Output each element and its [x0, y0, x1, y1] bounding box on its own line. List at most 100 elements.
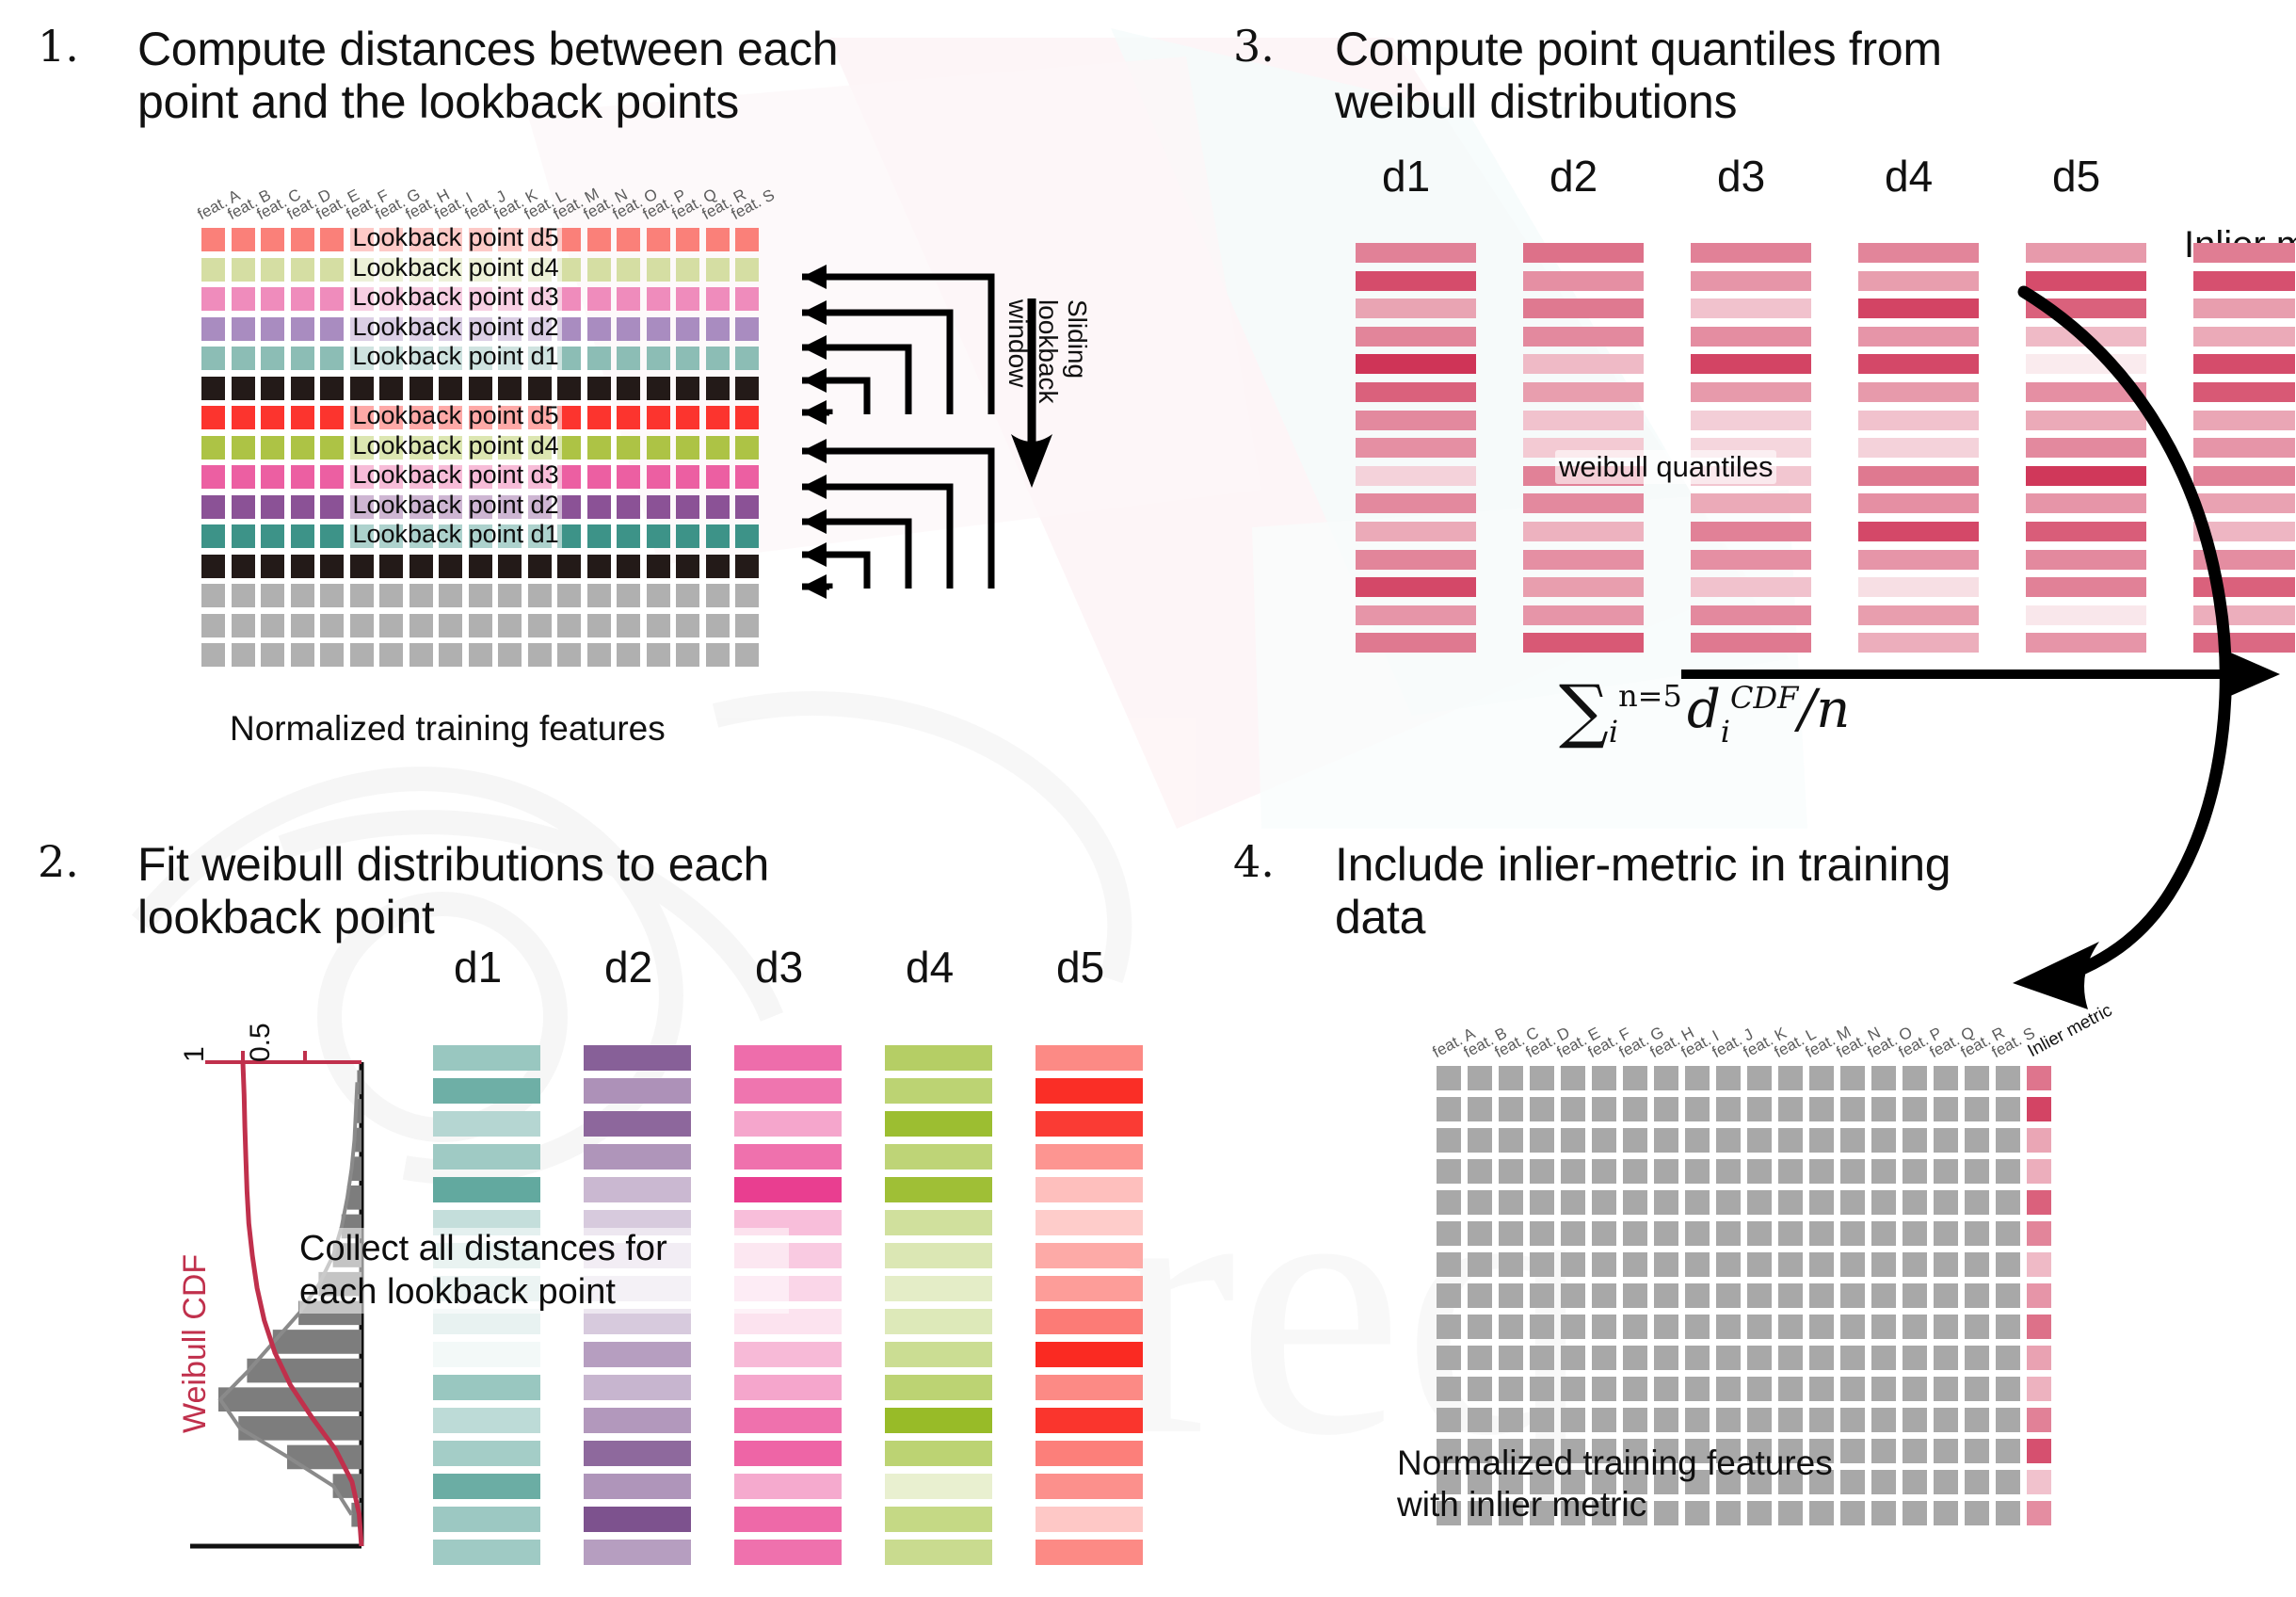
distance-cell: [433, 1375, 540, 1400]
feature-cell: [1778, 1346, 1803, 1370]
quantile-cell: [1858, 270, 1979, 291]
feature-cell: [290, 643, 314, 667]
feature-cell: [1747, 1221, 1772, 1246]
feature-cell: [1934, 1252, 1958, 1277]
feature-cell: [586, 257, 611, 282]
distance-cell: [885, 1243, 992, 1268]
feature-cell: [1996, 1501, 2020, 1525]
feature-cell: [527, 584, 552, 607]
feature-cell: [1437, 1066, 1461, 1090]
feature-cell: [586, 347, 611, 370]
feature-cell: [1561, 1221, 1585, 1246]
feature-cell: [498, 643, 522, 667]
feature-cell: [1685, 1221, 1710, 1246]
feature-cell: [261, 287, 284, 311]
feature-cell: [1871, 1470, 1896, 1494]
step-1-bracket-arrows-top: [802, 265, 995, 425]
distance-cell: [1036, 1210, 1143, 1235]
feature-cell: [1716, 1439, 1741, 1463]
distance-column-label-d4: d4: [906, 943, 955, 992]
feature-cell: [646, 347, 670, 370]
distance-cell: [433, 1177, 540, 1202]
inlier-metric-cell: [2027, 1252, 2051, 1277]
feature-cell: [735, 406, 759, 429]
feature-cell: [586, 465, 611, 489]
feature-cell: [1934, 1346, 1958, 1370]
feature-cell: [1871, 1346, 1896, 1370]
feature-cell: [1903, 1190, 1927, 1215]
feature-cell: [1778, 1128, 1803, 1153]
feature-cell: [1468, 1377, 1492, 1401]
quantile-cell: [1691, 270, 1811, 291]
feature-cell: [201, 524, 225, 548]
feature-cell: [1903, 1408, 1927, 1432]
feature-cell: [201, 376, 225, 400]
feature-cell: [1747, 1408, 1772, 1432]
feature-cell: [1561, 1252, 1585, 1277]
feature-cell: [1778, 1377, 1803, 1401]
distance-cell: [584, 1177, 691, 1202]
feature-cell: [409, 554, 433, 578]
feature-cell: [290, 613, 314, 637]
feature-cell: [290, 524, 314, 548]
histogram-bar: [346, 1186, 361, 1210]
feature-cell: [617, 406, 640, 429]
distance-cell: [734, 1177, 842, 1202]
quantile-cell: [2026, 549, 2146, 570]
feature-cell: [1965, 1501, 1989, 1525]
feature-cell: [1437, 1252, 1461, 1277]
feature-cell: [320, 465, 344, 489]
feature-cell: [1903, 1377, 1927, 1401]
feature-cell: [1903, 1252, 1927, 1277]
distance-cell: [1036, 1111, 1143, 1137]
distance-cell: [584, 1111, 691, 1137]
feature-cell: [705, 584, 730, 607]
distance-cell: [885, 1375, 992, 1400]
lookback-row-label: Lookback point d1: [349, 342, 562, 371]
feature-cell: [1903, 1439, 1927, 1463]
feature-cell: [201, 347, 225, 370]
feature-cell: [498, 376, 522, 400]
feature-cell: [261, 524, 284, 548]
feature-cell: [1530, 1439, 1554, 1463]
feature-cell: [201, 316, 225, 341]
feature-cell: [1685, 1315, 1710, 1339]
feature-cell: [586, 316, 611, 341]
feature-cell: [201, 406, 225, 429]
feature-cell: [379, 613, 403, 637]
distance-cell: [584, 1540, 691, 1565]
feature-cell: [1934, 1470, 1958, 1494]
feature-cell: [1809, 1408, 1834, 1432]
quantile-cell: [1691, 577, 1811, 598]
feature-cell: [1592, 1346, 1616, 1370]
feature-cell: [1561, 1408, 1585, 1432]
feature-cell: [735, 554, 759, 578]
histogram-bar: [272, 1330, 361, 1354]
inlier-metric-cell: [2027, 1470, 2051, 1494]
quantile-cell: [1356, 270, 1476, 291]
feature-cell: [646, 287, 670, 311]
feature-cell: [409, 643, 433, 667]
quantile-cell: [1523, 605, 1644, 625]
feature-cell: [1965, 1221, 1989, 1246]
feature-cell: [468, 554, 492, 578]
feature-cell: [1437, 1221, 1461, 1246]
feature-cell: [231, 435, 255, 460]
quantile-cell: [2026, 633, 2146, 653]
feature-cell: [1965, 1190, 1989, 1215]
cdf-tick-1: 1: [179, 1046, 210, 1062]
distance-cell: [734, 1441, 842, 1466]
feature-cell: [705, 376, 730, 400]
feature-cell: [735, 228, 759, 251]
feature-cell: [676, 643, 699, 667]
feature-cell: [527, 643, 552, 667]
feature-cell: [1934, 1159, 1958, 1184]
histogram-bar: [238, 1416, 361, 1441]
feature-cell: [1654, 1408, 1678, 1432]
quantile-cell: [2026, 465, 2146, 486]
feature-cell: [1965, 1470, 1989, 1494]
feature-cell: [290, 347, 314, 370]
feature-cell: [1996, 1377, 2020, 1401]
feature-cell: [705, 613, 730, 637]
feature-cell: [1840, 1346, 1865, 1370]
